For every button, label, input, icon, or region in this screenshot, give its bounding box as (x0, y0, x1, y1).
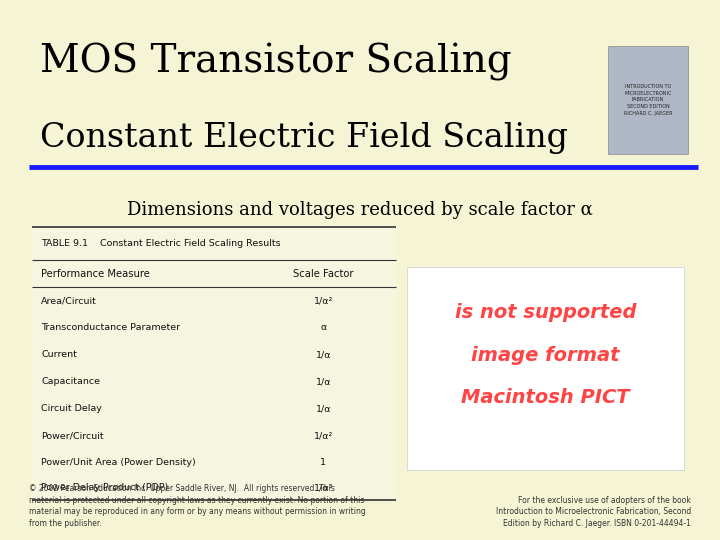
Text: image format: image format (471, 346, 620, 365)
Text: 1/α²: 1/α² (314, 431, 333, 440)
Text: Capacitance: Capacitance (41, 377, 100, 386)
Text: MOS Transistor Scaling: MOS Transistor Scaling (40, 43, 511, 81)
Text: Power Delay Product (PDP): Power Delay Product (PDP) (41, 483, 168, 492)
Text: Power/Circuit: Power/Circuit (41, 431, 104, 440)
Text: is not supported: is not supported (454, 303, 636, 322)
Text: 1/α³: 1/α³ (314, 483, 333, 492)
Text: Circuit Delay: Circuit Delay (41, 404, 102, 413)
Text: Macintosh PICT: Macintosh PICT (461, 388, 630, 407)
Text: Scale Factor: Scale Factor (293, 269, 354, 279)
Text: INTRODUCTION TO
MICROELECTRONIC
FABRICATION
SECOND EDITION
RICHARD C. JAEGER: INTRODUCTION TO MICROELECTRONIC FABRICAT… (624, 84, 672, 116)
Text: TABLE 9.1    Constant Electric Field Scaling Results: TABLE 9.1 Constant Electric Field Scalin… (41, 239, 281, 248)
FancyBboxPatch shape (407, 267, 684, 470)
FancyBboxPatch shape (608, 46, 688, 154)
Text: Constant Electric Field Scaling: Constant Electric Field Scaling (40, 122, 567, 153)
Text: 1: 1 (320, 458, 326, 467)
Text: For the exclusive use of adopters of the book
Introduction to Microelectronic Fa: For the exclusive use of adopters of the… (496, 496, 691, 528)
Text: © 2002 Pearson Education Inc. Upper Saddle River, NJ.  All rights reserved. This: © 2002 Pearson Education Inc. Upper Sadd… (29, 484, 366, 528)
FancyBboxPatch shape (32, 227, 396, 500)
Text: 1/α: 1/α (315, 377, 331, 386)
Text: 1/α²: 1/α² (314, 296, 333, 305)
Text: Transconductance Parameter: Transconductance Parameter (41, 323, 180, 332)
Text: α: α (320, 323, 326, 332)
Text: Power/Unit Area (Power Density): Power/Unit Area (Power Density) (41, 458, 196, 467)
Text: Current: Current (41, 350, 77, 359)
Text: 1/α: 1/α (315, 404, 331, 413)
Text: Area/Circuit: Area/Circuit (41, 296, 97, 305)
Text: Dimensions and voltages reduced by scale factor α: Dimensions and voltages reduced by scale… (127, 201, 593, 219)
Text: 1/α: 1/α (315, 350, 331, 359)
Text: Performance Measure: Performance Measure (41, 269, 150, 279)
